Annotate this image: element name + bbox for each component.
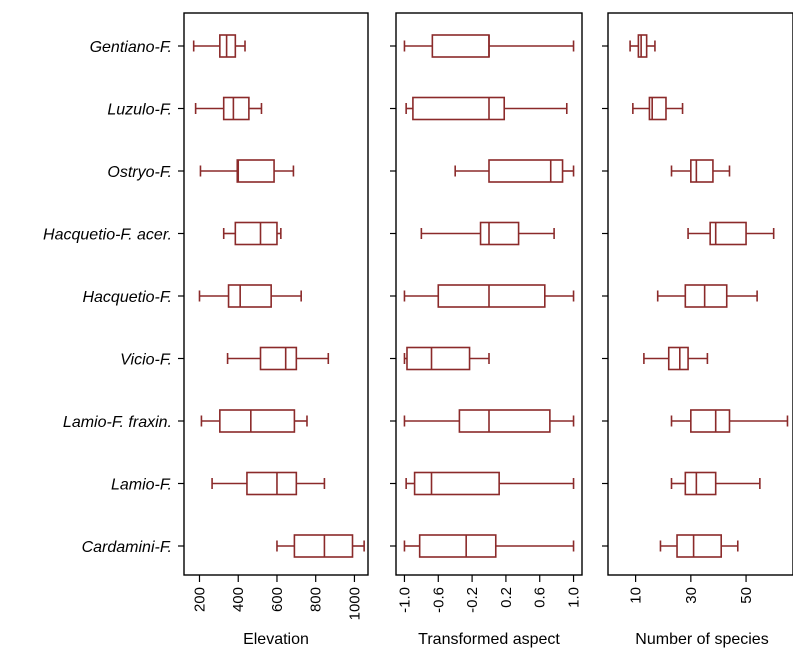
x-tick-label: 30: [683, 587, 700, 604]
iqr-box: [488, 159, 564, 183]
iqr-box: [690, 409, 731, 433]
x-tick-label: -1.0: [396, 587, 413, 613]
box-1: [632, 96, 684, 121]
iqr-box: [684, 284, 728, 308]
box-2: [454, 159, 575, 183]
box-2: [199, 159, 295, 183]
box-8: [403, 534, 575, 558]
iqr-box: [709, 221, 747, 246]
iqr-box: [227, 284, 272, 308]
iqr-box: [293, 534, 354, 558]
iqr-box: [236, 159, 275, 183]
species-frame: [607, 12, 793, 576]
x-tick-label: 1.0: [566, 587, 583, 608]
box-8: [276, 534, 365, 558]
iqr-box: [418, 534, 497, 558]
box-5: [403, 346, 490, 371]
iqr-box: [413, 471, 500, 496]
iqr-box: [479, 221, 520, 246]
category-label: Ostryo-F.: [107, 164, 172, 181]
box-8: [659, 534, 739, 558]
category-label: Hacquetio-F.: [82, 289, 172, 306]
x-tick-label: -0.2: [464, 587, 481, 613]
category-label: Lamio-F. fraxin.: [63, 414, 172, 431]
category-label: Gentiano-F.: [90, 39, 172, 56]
category-label: Luzulo-F.: [107, 102, 172, 119]
box-2: [670, 159, 731, 183]
box-4: [656, 284, 758, 308]
x-tick-label: 600: [269, 587, 286, 612]
category-label: Vicio-F.: [120, 352, 172, 369]
box-5: [226, 346, 330, 371]
iqr-box: [648, 96, 667, 121]
box-6: [200, 409, 308, 433]
iqr-box: [406, 346, 471, 371]
category-label: Lamio-F.: [111, 477, 172, 494]
box-1: [194, 96, 263, 121]
category-label: Cardamini-F.: [82, 539, 172, 556]
aspect-axis-label: Transformed aspect: [418, 631, 560, 648]
iqr-box: [219, 34, 237, 58]
elevation-axis-label: Elevation: [243, 631, 309, 648]
box-6: [403, 409, 575, 433]
x-tick-label: 0.2: [498, 587, 515, 608]
iqr-box: [676, 534, 723, 558]
box-6: [670, 409, 789, 433]
box-4: [403, 284, 575, 308]
x-tick-label: -0.6: [430, 587, 447, 613]
elevation-panel: Elevation 200 400 600 800 1000: [178, 12, 369, 648]
iqr-box: [684, 471, 717, 496]
x-tick-label: 200: [191, 587, 208, 612]
aspect-frame: [395, 12, 583, 576]
iqr-box: [431, 34, 490, 58]
iqr-box: [637, 34, 648, 58]
iqr-box: [412, 96, 506, 121]
box-3: [687, 221, 775, 246]
iqr-box: [690, 159, 714, 183]
category-label: Hacquetio-F. acer.: [43, 227, 172, 244]
species-panel: Number of species 10 30 50: [602, 12, 793, 648]
iqr-box: [437, 284, 546, 308]
box-1: [405, 96, 568, 121]
box-0: [403, 34, 575, 58]
x-tick-label: 1000: [346, 587, 363, 620]
iqr-box: [259, 346, 298, 371]
box-7: [405, 471, 575, 496]
category-labels: Gentiano-F. Luzulo-F. Ostryo-F. Hacquetio-F…: [43, 39, 172, 556]
iqr-box: [246, 471, 298, 496]
iqr-box: [222, 96, 250, 121]
elevation-frame: [183, 12, 369, 576]
x-tick-label: 400: [230, 587, 247, 612]
box-3: [420, 221, 555, 246]
box-4: [198, 284, 302, 308]
x-tick-label: 800: [308, 587, 325, 612]
box-7: [211, 471, 326, 496]
box-5: [643, 346, 709, 371]
x-tick-label: 10: [628, 587, 645, 604]
iqr-box: [219, 409, 296, 433]
box-0: [192, 34, 246, 58]
iqr-box: [234, 221, 278, 246]
iqr-box: [458, 409, 551, 433]
x-tick-label: 50: [738, 587, 755, 604]
iqr-box: [667, 346, 689, 371]
aspect-panel: Transformed aspect -1.0 -0.6 -0.2 0.2 0.6 1.0: [390, 12, 583, 648]
box-0: [629, 34, 656, 58]
box-3: [222, 221, 282, 246]
box-7: [670, 471, 761, 496]
x-tick-label: 0.6: [532, 587, 549, 608]
species-axis-label: Number of species: [635, 631, 768, 648]
